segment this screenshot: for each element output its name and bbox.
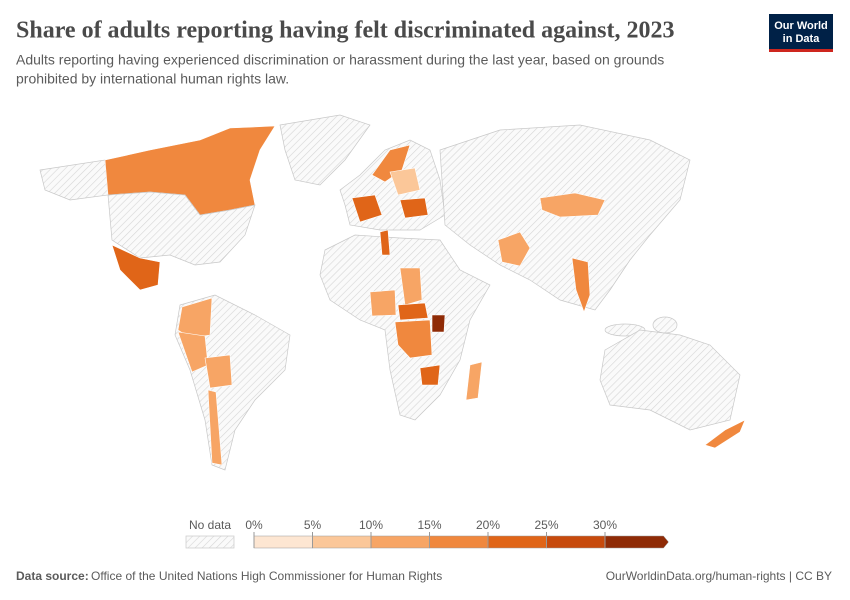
map [39, 114, 746, 471]
legend-bin [487, 535, 547, 549]
legend-bin [312, 535, 372, 549]
legend-bin [429, 535, 489, 549]
country[interactable] [369, 289, 397, 317]
country[interactable] [351, 194, 383, 223]
subtitle: prohibited by international human rights… [16, 71, 289, 87]
legend-tick-label: 25% [534, 518, 558, 532]
country[interactable] [207, 389, 223, 466]
legend: No data 0% 5% 10% 15% 20% 25% 30% [185, 518, 669, 549]
legend-tick-label: 10% [359, 518, 383, 532]
country[interactable] [419, 364, 441, 386]
logo-text: Our World [774, 20, 828, 32]
source-label: Data source: [16, 569, 89, 583]
country[interactable] [431, 314, 446, 333]
url[interactable]: OurWorldinData.org/human-rights | CC BY [606, 569, 832, 583]
logo-text: in Data [783, 33, 821, 45]
country[interactable] [399, 197, 429, 219]
country[interactable] [571, 257, 591, 313]
country[interactable] [599, 329, 741, 431]
legend-tick-label: 20% [476, 518, 500, 532]
legend-no-data-swatch [185, 535, 235, 549]
logo[interactable]: Our World in Data [769, 14, 833, 52]
legend-tick-label: 5% [304, 518, 322, 532]
country[interactable] [111, 244, 161, 291]
title: Share of adults reporting having felt di… [16, 18, 674, 44]
legend-tick-label: 30% [593, 518, 617, 532]
source: Office of the United Nations High Commis… [91, 569, 442, 583]
country[interactable] [439, 124, 691, 311]
country[interactable] [379, 229, 391, 256]
country[interactable] [371, 144, 411, 183]
country[interactable] [465, 361, 483, 401]
country[interactable] [652, 316, 678, 334]
legend-tick-label: 15% [417, 518, 441, 532]
country[interactable] [39, 159, 109, 201]
country[interactable] [279, 114, 371, 186]
legend-bin [253, 535, 313, 549]
legend-tick-label: 0% [245, 518, 263, 532]
country[interactable] [204, 354, 233, 389]
country[interactable] [497, 231, 531, 267]
legend-bin [604, 535, 669, 549]
legend-bin [370, 535, 430, 549]
country[interactable] [397, 302, 429, 321]
country[interactable] [539, 192, 606, 218]
country[interactable] [399, 267, 423, 306]
legend-no-data: No data [189, 518, 231, 532]
legend-bin [546, 535, 606, 549]
country[interactable] [704, 419, 746, 449]
country[interactable] [394, 319, 433, 359]
subtitle: Adults reporting having experienced disc… [16, 52, 664, 68]
country[interactable] [389, 167, 421, 196]
